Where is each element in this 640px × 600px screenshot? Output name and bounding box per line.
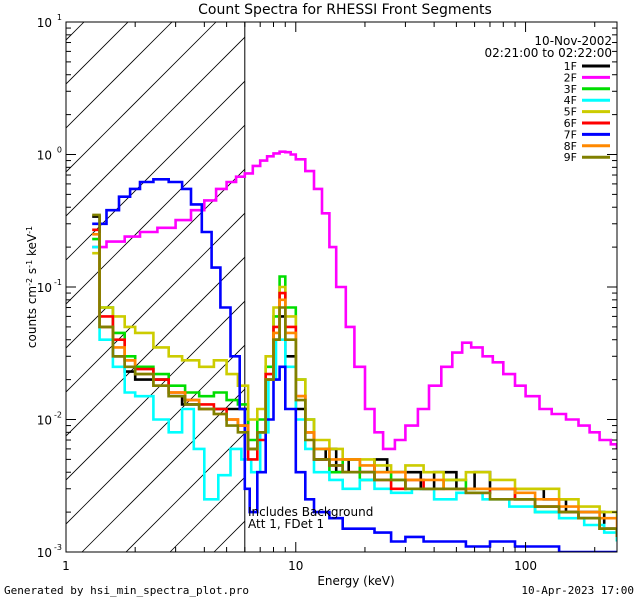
y-tick-label: 10 (37, 281, 52, 295)
legend-label-6f: 6F (564, 117, 577, 130)
y-tick-exponent: -1 (54, 278, 62, 287)
series-7f (92, 178, 617, 552)
series-2f (92, 150, 617, 451)
legend-label-7f: 7F (564, 128, 577, 141)
x-tick-label: 1 (62, 559, 70, 573)
x-axis-label: Energy (keV) (317, 574, 394, 588)
y-tick-label: 10 (37, 16, 52, 30)
legend-label-1f: 1F (564, 60, 577, 73)
chart-title: Count Spectra for RHESSI Front Segments (198, 2, 492, 18)
series-3f (92, 237, 617, 542)
series-6f (92, 228, 617, 537)
y-tick-label: 10 (37, 546, 52, 560)
time-range-label: 02:21:00 to 02:22:00 (485, 46, 612, 60)
y-tick-label: 10 (37, 414, 52, 428)
legend-label-8f: 8F (564, 140, 577, 153)
footer-generator: Generated by hsi_min_spectra_plot.pro (4, 584, 249, 597)
annotation-background: Includes Background (248, 505, 373, 519)
hatched-region (66, 22, 245, 552)
y-tick-exponent: 0 (57, 146, 62, 155)
legend-label-3f: 3F (564, 83, 577, 96)
y-tick-exponent: -2 (54, 411, 62, 420)
legend-label-9f: 9F (564, 151, 577, 164)
x-tick-label: 10 (288, 559, 303, 573)
date-label: 10-Nov-2002 (534, 34, 612, 48)
x-tick-label: 100 (514, 559, 537, 573)
series-5f (92, 251, 617, 519)
y-tick-exponent: 1 (57, 13, 62, 22)
legend-label-5f: 5F (564, 106, 577, 119)
series-group (92, 150, 617, 552)
footer-timestamp: 10-Apr-2023 17:00 (521, 584, 634, 597)
y-axis-label: counts cm-2 s-1 keV-1 (25, 226, 40, 348)
y-tick-exponent: -3 (54, 543, 62, 552)
legend-label-4f: 4F (564, 94, 577, 107)
legend-label-2f: 2F (564, 71, 577, 84)
series-8f (92, 233, 617, 529)
y-tick-label: 10 (37, 149, 52, 163)
annotation-attenuator: Att 1, FDet 1 (248, 517, 324, 531)
series-4f (92, 245, 617, 542)
series-9f (92, 213, 617, 537)
